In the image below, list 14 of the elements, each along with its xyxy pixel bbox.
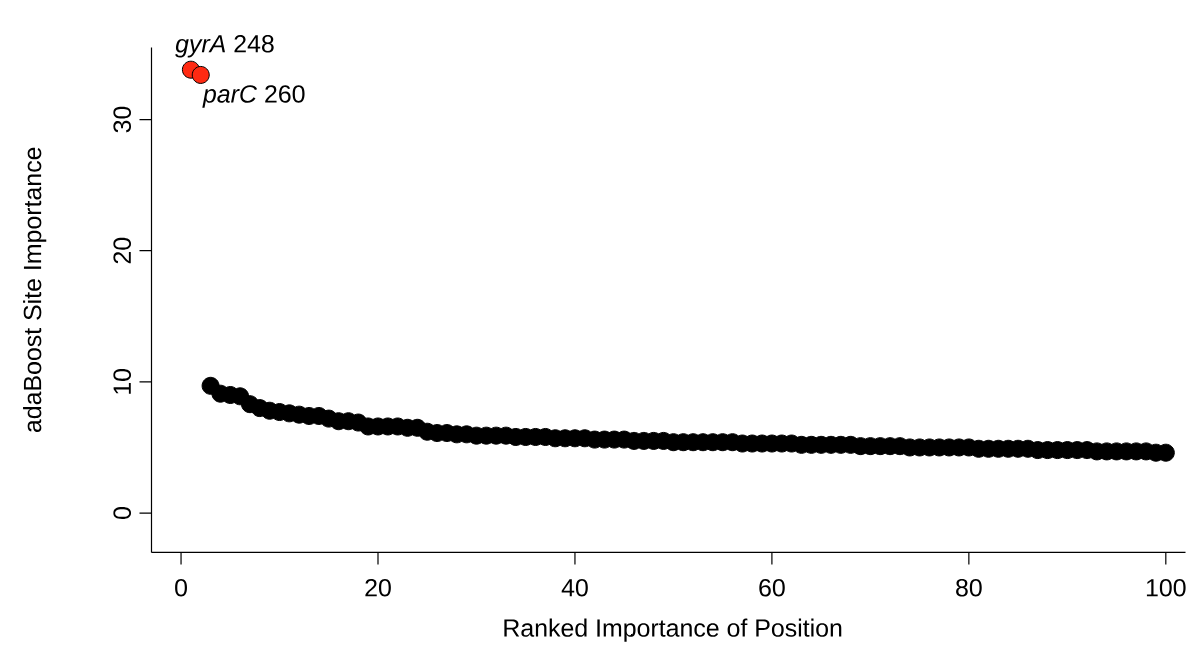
x-tick-label: 80 (956, 578, 982, 597)
y-axis-title: adaBoost Site Importance (23, 147, 47, 433)
annotation: gyrA 248 (175, 34, 274, 58)
y-tick-label: 20 (113, 237, 132, 264)
y-tick-label: 30 (113, 106, 132, 133)
x-tick-label: 100 (1146, 578, 1186, 597)
x-tick-label: 40 (561, 578, 588, 597)
x-tick-label: 0 (175, 578, 187, 597)
annotation: parC 260 (202, 85, 305, 108)
y-tick-label: 0 (113, 507, 132, 519)
x-tick-label: 60 (759, 578, 785, 597)
x-axis-title: Ranked Importance of Position (504, 618, 842, 642)
y-tick-label: 10 (113, 369, 132, 394)
x-tick-label: 20 (365, 578, 391, 597)
